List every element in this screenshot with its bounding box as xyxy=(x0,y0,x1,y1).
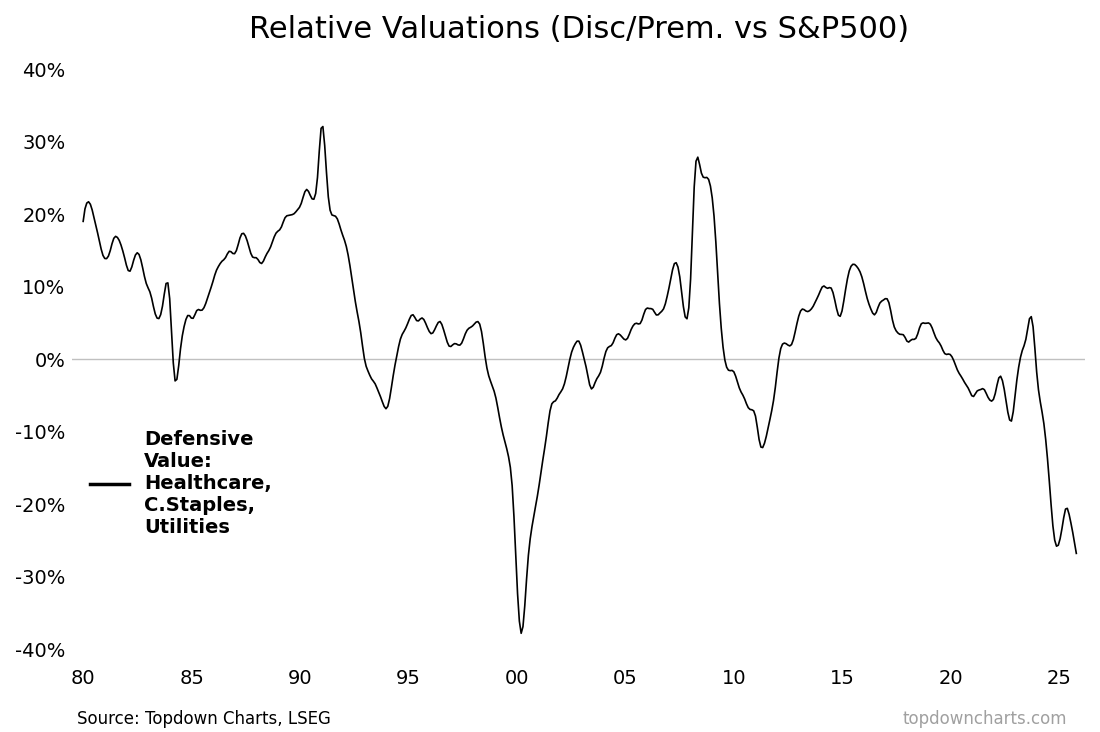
Legend: Defensive
Value:
Healthcare,
C.Staples,
Utilities: Defensive Value: Healthcare, C.Staples, … xyxy=(82,422,279,545)
Title: Relative Valuations (Disc/Prem. vs S&P500): Relative Valuations (Disc/Prem. vs S&P50… xyxy=(249,15,909,44)
Text: Source: Topdown Charts, LSEG: Source: Topdown Charts, LSEG xyxy=(77,710,331,728)
Text: topdowncharts.com: topdowncharts.com xyxy=(902,710,1067,728)
